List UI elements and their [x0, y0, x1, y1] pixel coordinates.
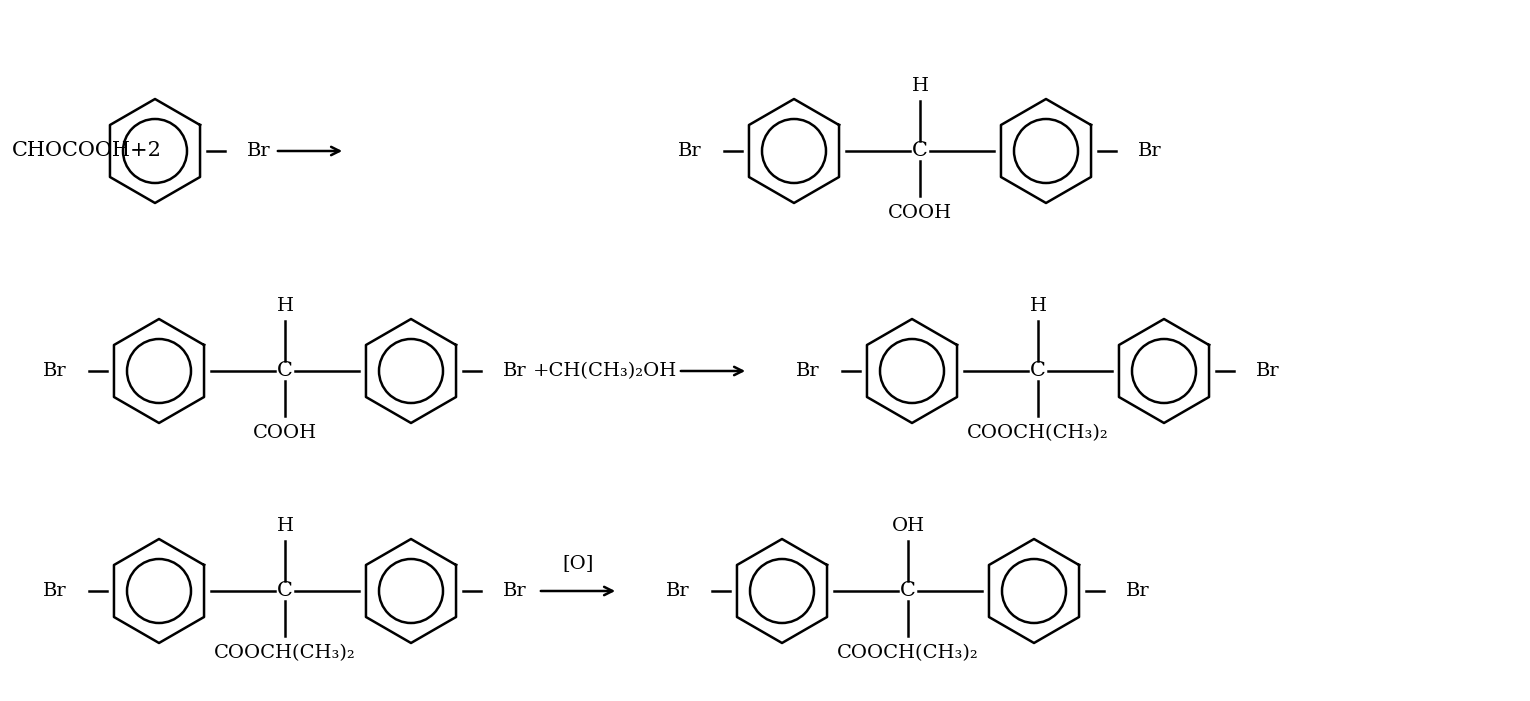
Text: H: H: [277, 297, 294, 315]
Text: CHOCOOH+2: CHOCOOH+2: [12, 142, 162, 161]
Text: COOCH(CH₃)₂: COOCH(CH₃)₂: [214, 644, 356, 662]
Text: +CH(CH₃)₂OH: +CH(CH₃)₂OH: [532, 362, 678, 380]
Text: COOCH(CH₃)₂: COOCH(CH₃)₂: [967, 424, 1109, 442]
Text: COOCH(CH₃)₂: COOCH(CH₃)₂: [837, 644, 979, 662]
Text: C: C: [277, 362, 292, 381]
Text: Br: Br: [43, 582, 67, 600]
Text: Br: Br: [43, 362, 67, 380]
Text: C: C: [900, 582, 916, 601]
Text: C: C: [277, 582, 292, 601]
Text: Br: Br: [1126, 582, 1149, 600]
Text: [O]: [O]: [563, 554, 594, 572]
Text: H: H: [912, 77, 929, 95]
Text: H: H: [1030, 297, 1047, 315]
Text: OH: OH: [892, 517, 924, 535]
Text: Br: Br: [503, 362, 526, 380]
Text: Br: Br: [797, 362, 820, 380]
Text: C: C: [912, 142, 927, 161]
Text: Br: Br: [503, 582, 526, 600]
Text: Br: Br: [1138, 142, 1161, 160]
Text: COOH: COOH: [252, 424, 317, 442]
Text: Br: Br: [667, 582, 690, 600]
Text: Br: Br: [678, 142, 702, 160]
Text: Br: Br: [246, 142, 271, 160]
Text: Br: Br: [1256, 362, 1279, 380]
Text: C: C: [1030, 362, 1047, 381]
Text: COOH: COOH: [887, 204, 952, 222]
Text: H: H: [277, 517, 294, 535]
